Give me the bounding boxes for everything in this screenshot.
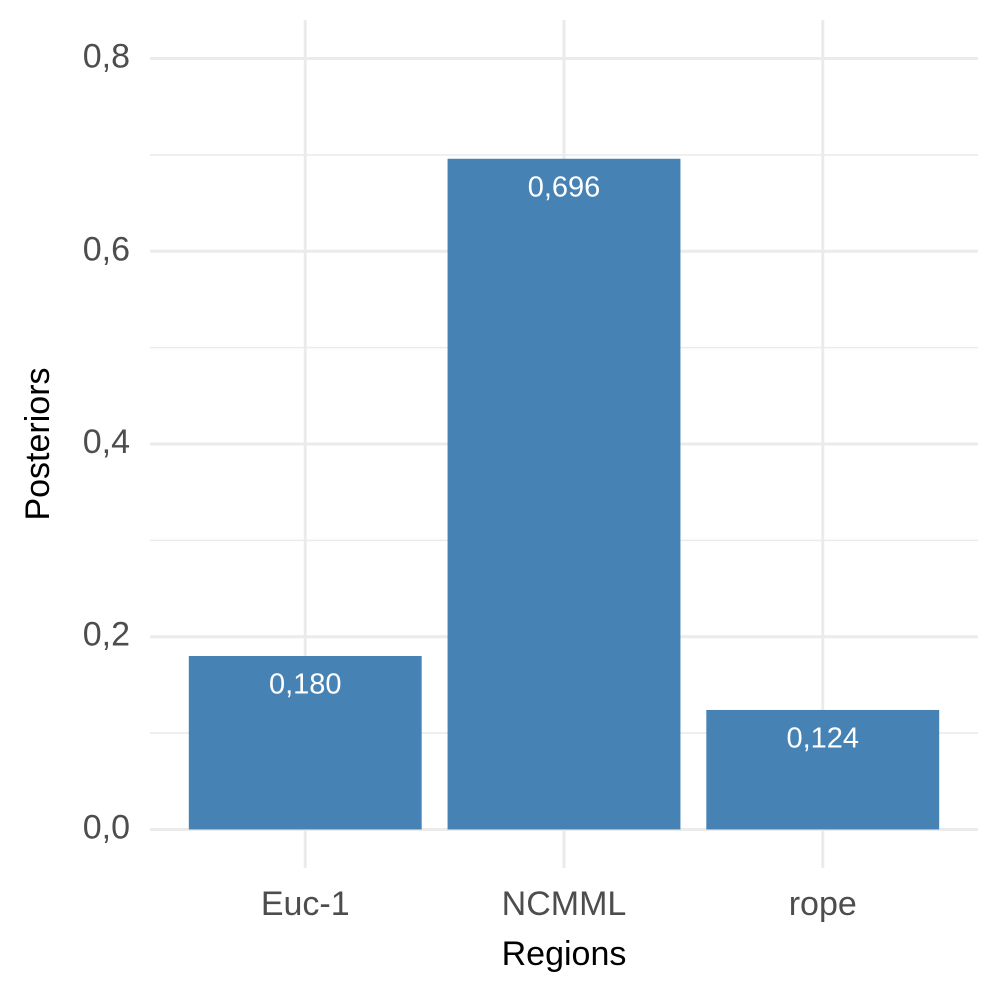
bar (188, 656, 422, 830)
y-tick-label: 0,2 (83, 616, 130, 654)
x-tick-label: Euc-1 (261, 885, 350, 923)
y-tick-label: 0,0 (83, 808, 130, 846)
x-axis-title: Regions (502, 935, 627, 973)
x-tick-label: NCMML (502, 885, 627, 923)
value-label: 0,696 (528, 171, 601, 203)
value-label: 0,124 (786, 723, 859, 755)
y-axis-title: Posteriors (19, 367, 57, 520)
value-label: 0,180 (269, 669, 342, 701)
y-tick-label: 0,6 (83, 230, 130, 268)
bar (447, 158, 681, 830)
y-tick-label: 0,8 (83, 38, 130, 76)
x-tick-label: rope (789, 885, 857, 923)
bar (706, 709, 940, 830)
y-tick-label: 0,4 (83, 423, 130, 461)
